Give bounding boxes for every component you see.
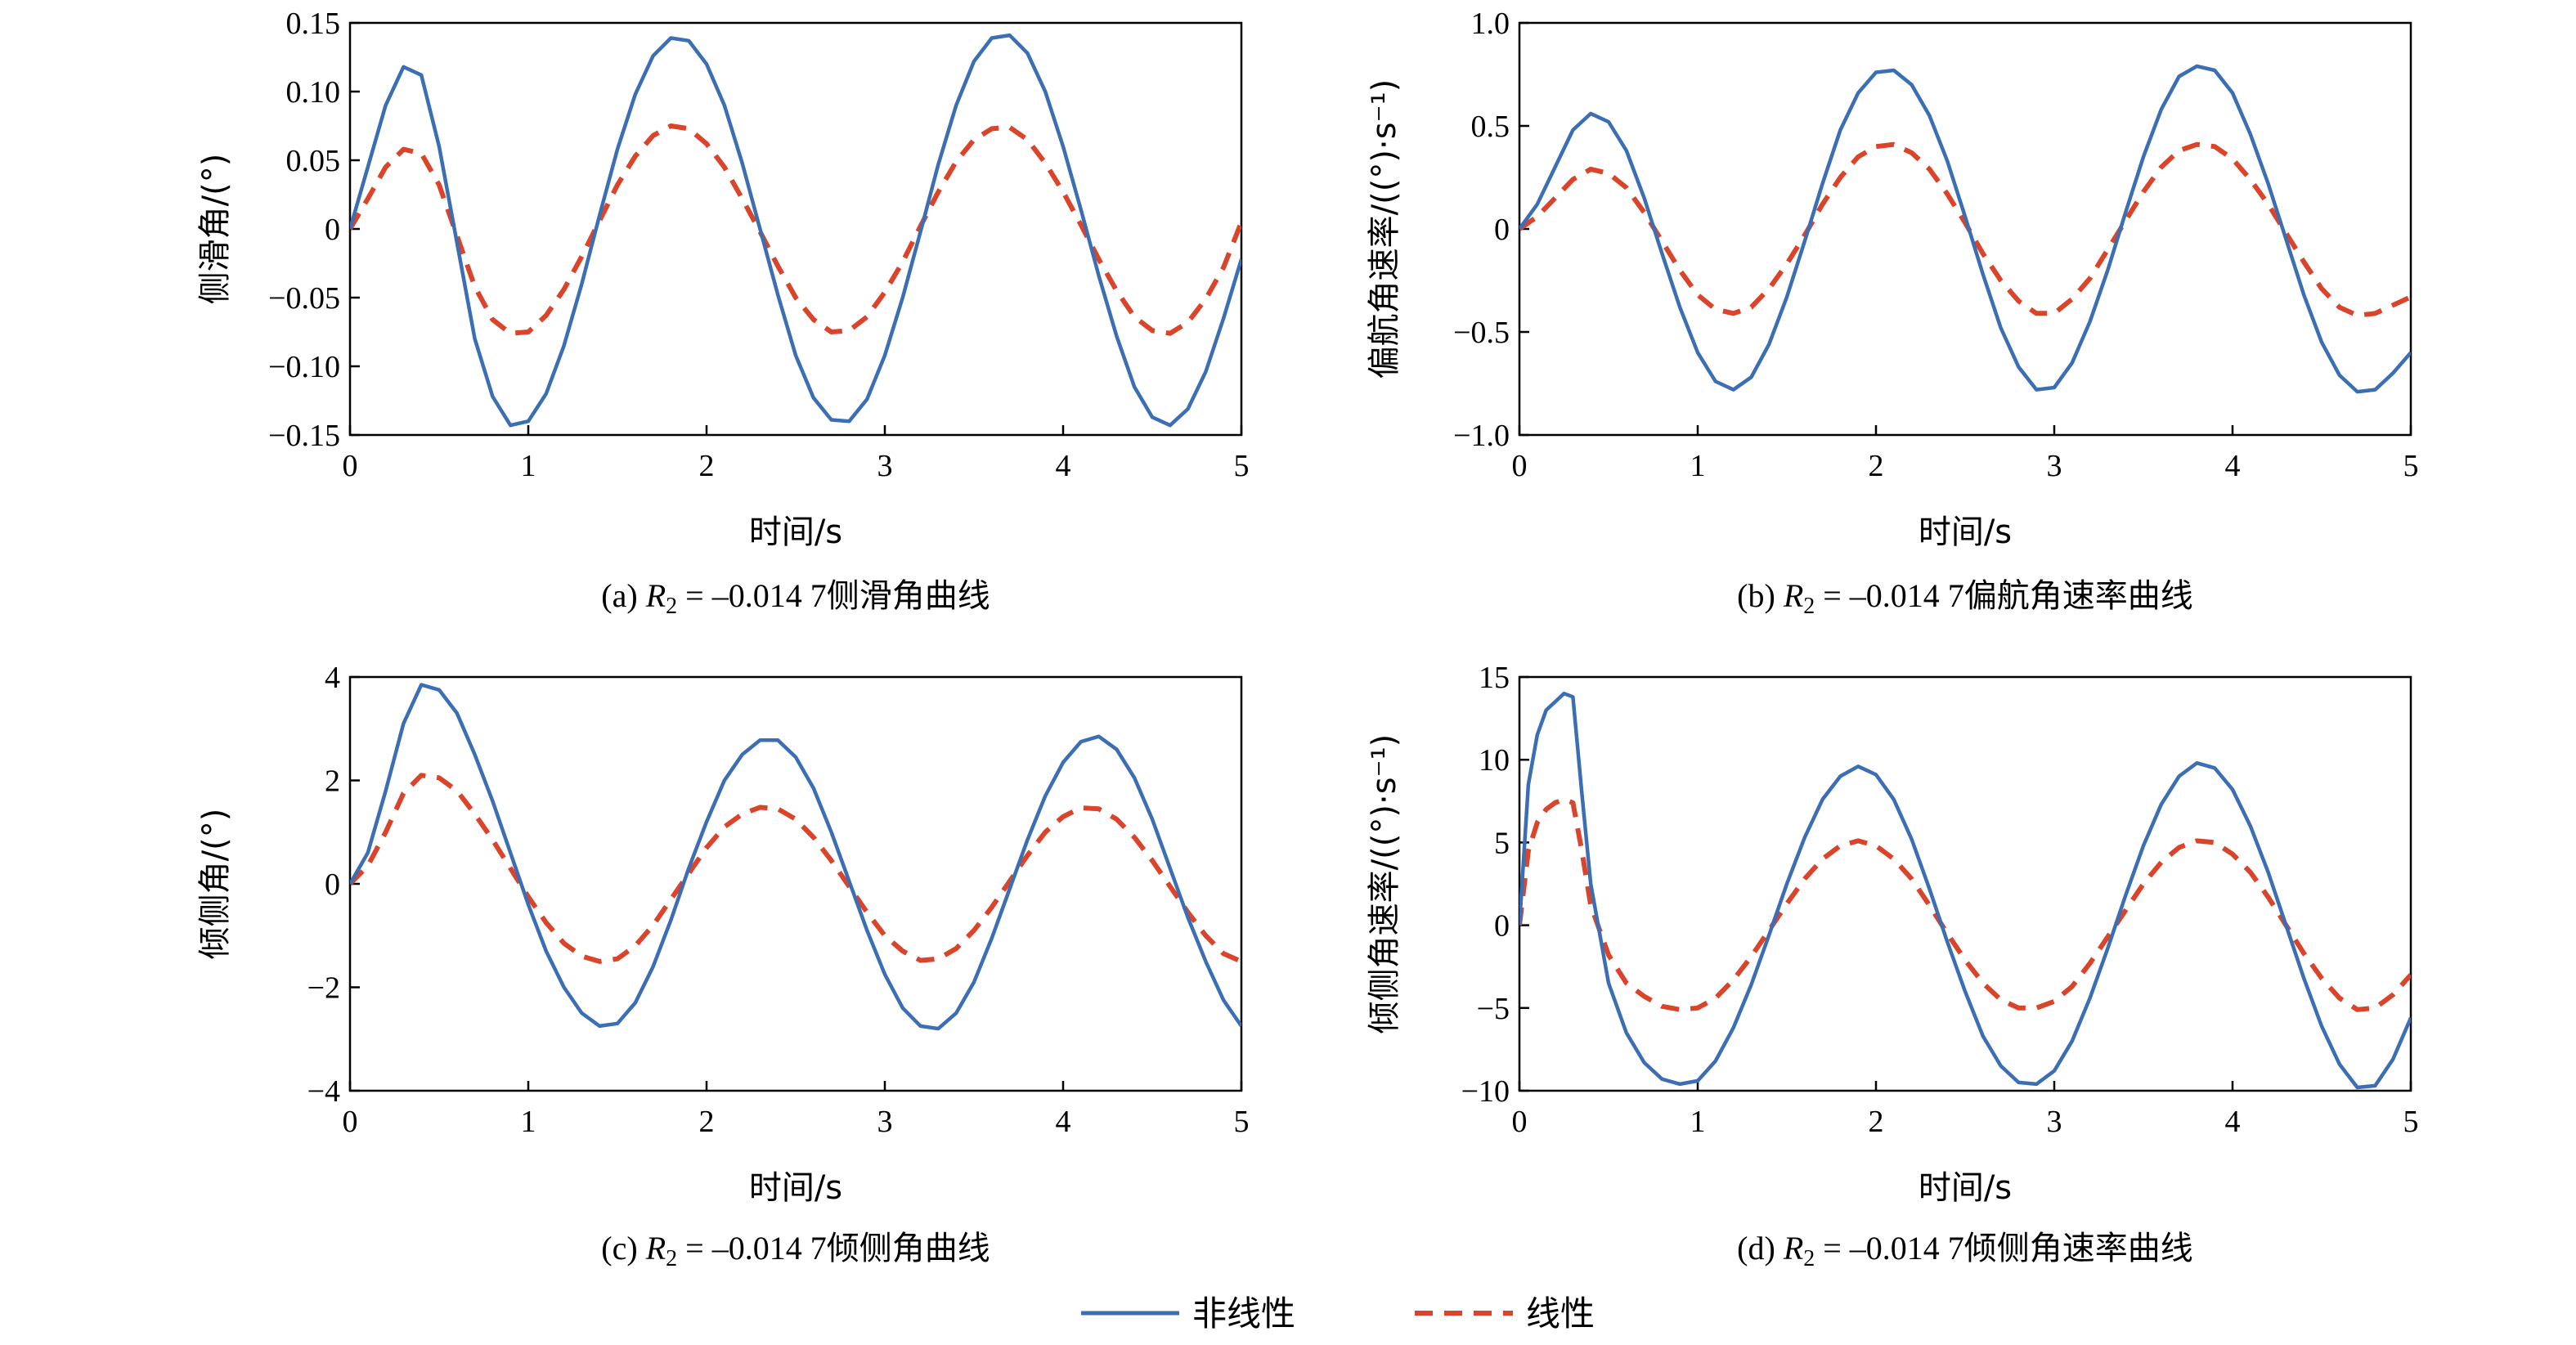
series-nonlinear-line [350,33,1241,428]
x-tick-label: 1 [521,449,536,483]
y-tick-label: −2 [307,971,340,1006]
y-tick-label: 0 [325,213,340,247]
x-tick-label: 2 [1869,1105,1884,1139]
y-axis-label: 侧滑角/(°) [196,154,234,305]
x-axis-label: 时间/s [1919,1169,2012,1207]
y-tick-label: 2 [325,764,340,799]
legend-linear-label: 线性 [1526,1293,1595,1334]
chart-panel-b: 0 1 2 3 4 5 −1.0 −0.5 0 0.5 1.0 时间/s 偏航角速率/((°)·s⁻¹)… [1366,7,2419,619]
x-tick-label: 0 [343,449,358,483]
y-tick-label: −0.15 [268,419,340,453]
x-tick-label: 2 [699,1105,715,1139]
x-tick-label: 5 [1234,1105,1250,1139]
x-tick-label: 3 [2047,449,2062,483]
series-nonlinear-line [1519,64,2411,394]
chart-panel-a: 0 1 2 3 4 5 −0.15 −0.10 −0.05 0 0.05 0.10 0.15 时间/s 侧滑… [196,7,1250,619]
x-axis-label: 时间/s [749,513,842,551]
y-tick-label: −5 [1477,992,1510,1026]
y-tick-label: −4 [307,1074,340,1109]
series-linear-line [1519,796,2411,1012]
x-tick-label: 1 [1690,449,1706,483]
y-tick-label: 0 [1494,213,1510,247]
y-tick-label: 15 [1479,661,1510,695]
y-tick-label: 5 [1494,826,1510,860]
y-tick-label: 0 [1494,909,1510,944]
y-tick-label: 0 [325,868,340,902]
x-tick-label: 1 [521,1105,536,1139]
plot-frame [348,675,1243,1092]
legend: 非线性 线性 [1081,1293,1595,1334]
x-tick-label: 5 [2403,449,2419,483]
x-tick-label: 4 [2225,449,2241,483]
x-tick-label: 3 [877,1105,893,1139]
series-nonlinear-line [350,683,1241,1031]
legend-nonlinear-label: 非线性 [1192,1293,1295,1334]
y-tick-label: −0.5 [1453,316,1510,350]
x-tick-label: 2 [699,449,715,483]
panel-caption: (d) R2 = –0.014 7倾侧角速率曲线 [1737,1230,2193,1271]
y-tick-label: 4 [325,661,340,695]
y-axis-label: 倾侧角/(°) [196,809,234,960]
x-tick-label: 0 [343,1105,358,1139]
plot-frame [1518,675,2412,1092]
y-tick-label: −0.10 [268,350,340,384]
x-tick-label: 4 [1056,449,1071,483]
y-tick-label: 0.15 [286,7,341,41]
x-tick-label: 3 [2047,1105,2062,1139]
y-tick-label: −0.05 [268,281,340,316]
y-tick-label: −10 [1461,1074,1510,1109]
x-tick-label: 3 [877,449,893,483]
x-tick-label: 4 [1056,1105,1071,1139]
x-tick-label: 5 [1234,449,1250,483]
y-tick-label: 1.0 [1471,7,1510,41]
chart-panel-d: 0 1 2 3 4 5 −10 −5 0 5 10 15 时间/s 倾侧角速率/((°)·s⁻¹) (d) … [1366,661,2419,1271]
chart-panel-c: 0 1 2 3 4 5 −4 −2 0 2 4 时间/s 倾侧角/(°) (c) R2 = –0.014 … [196,661,1250,1271]
y-axis-label: 倾侧角速率/((°)·s⁻¹) [1366,734,1403,1034]
series-nonlinear-line [1519,691,2411,1090]
y-axis-label: 偏航角速率/((°)·s⁻¹) [1366,79,1403,379]
x-axis-label: 时间/s [749,1169,842,1207]
y-tick-label: 0.05 [286,144,341,178]
panel-caption: (c) R2 = –0.014 7倾侧角曲线 [601,1230,990,1271]
x-tick-label: 2 [1869,449,1884,483]
x-tick-label: 0 [1512,1105,1528,1139]
x-tick-label: 0 [1512,449,1528,483]
panel-caption: (b) R2 = –0.014 7偏航角速率曲线 [1737,577,2193,619]
x-tick-label: 4 [2225,1105,2241,1139]
x-tick-label: 1 [1690,1105,1706,1139]
y-tick-label: 0.5 [1471,110,1510,144]
y-tick-label: −1.0 [1453,419,1510,453]
x-axis-label: 时间/s [1919,513,2012,551]
panel-caption: (a) R2 = –0.014 7侧滑角曲线 [601,577,990,619]
y-tick-label: 0.10 [286,75,341,110]
panels: 0 1 2 3 4 5 −0.15 −0.10 −0.05 0 0.05 0.10 0.15 时间/s 侧滑… [196,7,2419,1271]
x-tick-label: 5 [2403,1105,2419,1139]
series-linear-line [350,773,1241,964]
y-tick-label: 10 [1479,743,1510,778]
